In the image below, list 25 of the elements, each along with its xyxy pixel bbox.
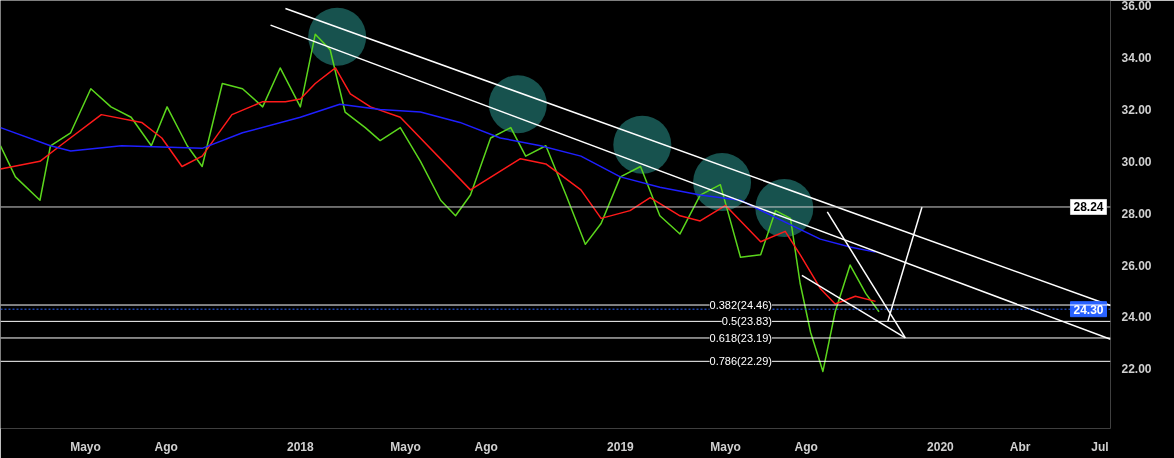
ref-line-label: 0.786(22.29) [709, 355, 772, 368]
y-tick-label: 36.00 [1121, 0, 1152, 14]
x-tick-label: 2019 [607, 439, 635, 454]
ref-line-label: 24.30 [1073, 302, 1104, 317]
x-tick-label: Mayo [390, 439, 421, 454]
x-tick-label: Jul [1091, 439, 1109, 454]
x-tick-label: Ago [154, 439, 178, 454]
ref-line-label: 0.382(24.46) [709, 299, 772, 312]
x-tick-label: Ago [794, 439, 818, 454]
ref-line-label: 0.5(23.83) [721, 315, 772, 328]
ref-line-label: 28.24 [1073, 200, 1104, 215]
y-tick-label: 30.00 [1121, 154, 1152, 169]
x-tick-label: 2018 [287, 439, 315, 454]
y-tick-label: 22.00 [1121, 362, 1152, 377]
y-tick-label: 28.00 [1121, 206, 1152, 221]
y-tick-label: 34.00 [1121, 51, 1152, 66]
y-tick-label: 32.00 [1121, 102, 1152, 117]
x-tick-label: 2020 [927, 439, 955, 454]
x-tick-label: Abr [1009, 439, 1031, 454]
ref-line-label: 0.618(23.19) [709, 331, 772, 344]
x-tick-label: Mayo [70, 439, 101, 454]
x-tick-label: Ago [474, 439, 498, 454]
x-tick-label: Mayo [710, 439, 741, 454]
y-tick-label: 24.00 [1121, 310, 1152, 325]
y-tick-label: 26.00 [1121, 258, 1152, 273]
